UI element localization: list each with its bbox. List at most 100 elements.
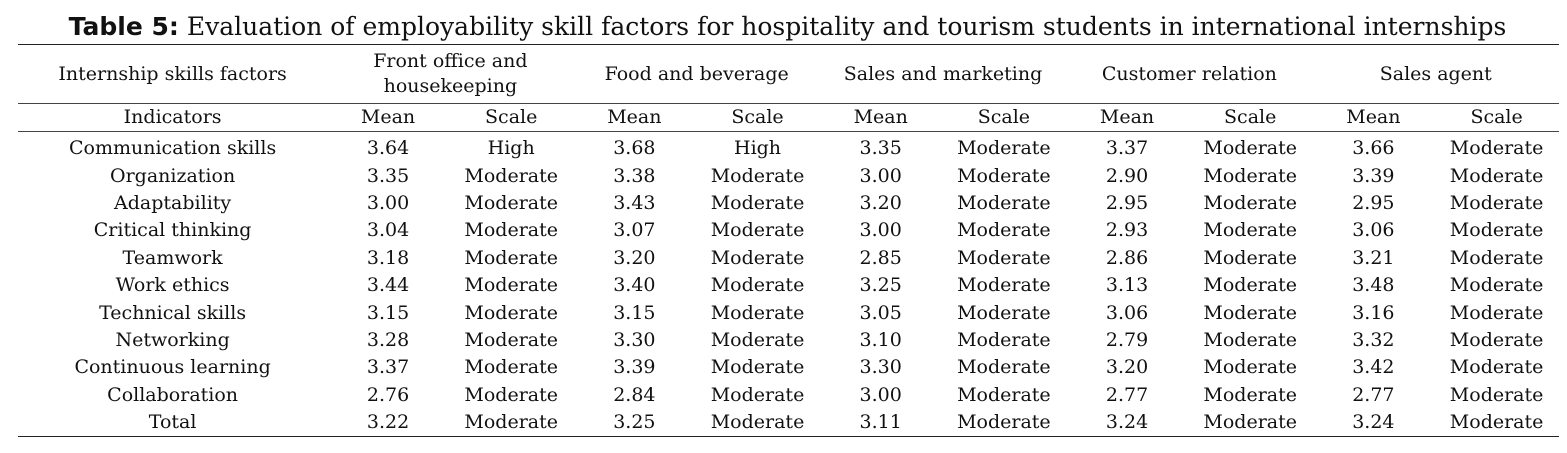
mean-cell: 3.64 (366, 137, 410, 160)
mean-cell: 3.00 (366, 191, 410, 214)
scale-cell: Moderate (710, 328, 805, 351)
scale-cell: Moderate (1187, 408, 1313, 438)
mean-cell: 3.10 (859, 328, 902, 351)
header-group-sales-marketing: Sales and marketing (819, 44, 1067, 104)
header-group-row: Internship skills factors Front office a… (18, 44, 1559, 104)
mean-cell: 2.76 (366, 383, 410, 406)
scale-cell: Moderate (957, 191, 1051, 214)
mean-cell: 3.24 (1066, 408, 1188, 438)
mean-cell: 3.15 (613, 301, 656, 324)
table-row: Total 3.22 Moderate 3.25 Moderate 3.11 Moderat… (18, 408, 1559, 438)
scale-cell: Moderate (710, 164, 805, 187)
mean-cell: 3.38 (613, 164, 656, 187)
mean-cell: 3.06 (1352, 219, 1395, 242)
scale-cell: Moderate (1449, 383, 1544, 406)
header-scale-label: Scale (941, 103, 1067, 132)
header-mean-label: Mean (1312, 103, 1435, 132)
scale-cell: Moderate (1449, 301, 1544, 324)
mean-cell: 3.07 (613, 219, 656, 242)
mean-cell: 3.05 (859, 301, 902, 324)
scale-cell: Moderate (957, 328, 1051, 351)
mean-cell: 3.20 (1105, 356, 1149, 379)
header-scale-label: Scale (695, 103, 820, 132)
mean-cell: 3.37 (366, 356, 410, 379)
mean-cell: 3.24 (1312, 408, 1435, 438)
employability-skills-table: Internship skills factors Front office a… (18, 44, 1559, 438)
mean-cell: 3.00 (859, 219, 902, 242)
indicator-cell: Adaptability (114, 191, 232, 214)
mean-cell: 3.25 (859, 274, 902, 297)
mean-cell: 3.30 (859, 356, 902, 379)
mean-cell: 3.25 (573, 408, 696, 438)
mean-cell: 3.11 (819, 408, 942, 438)
header-scale-label: Scale (448, 103, 574, 132)
table-row: Teamwork 3.18 Moderate 3.20 Moderate 2.85 Mode… (18, 245, 1559, 272)
scale-cell: Moderate (464, 219, 558, 242)
header-mean-label: Mean (327, 103, 449, 132)
table-row: Work ethics 3.44 Moderate 3.40 Moderate 3.25 M… (18, 272, 1559, 299)
mean-cell: 2.86 (1105, 246, 1149, 269)
mean-cell: 3.44 (366, 274, 410, 297)
scale-cell: Moderate (957, 137, 1051, 160)
scale-cell: Moderate (1203, 383, 1297, 406)
mean-cell: 2.90 (1105, 164, 1149, 187)
header-factor-label: Internship skills factors (18, 44, 328, 104)
scale-cell: Moderate (464, 383, 558, 406)
mean-cell: 3.43 (613, 191, 656, 214)
mean-cell: 3.00 (859, 383, 902, 406)
mean-cell: 3.04 (366, 219, 410, 242)
mean-cell: 3.39 (613, 356, 656, 379)
mean-cell: 3.20 (613, 246, 656, 269)
indicator-cell: Collaboration (107, 383, 239, 406)
scale-cell: Moderate (941, 408, 1067, 438)
scale-cell: Moderate (957, 301, 1051, 324)
mean-cell: 2.84 (613, 383, 656, 406)
scale-cell: Moderate (710, 383, 805, 406)
header-sub-row: Indicators Mean Scale Mean Scale Mean Sc… (18, 103, 1559, 132)
header-group-front-office: Front office and housekeeping (327, 44, 574, 104)
scale-cell: Moderate (957, 219, 1051, 242)
header-group-customer-relation: Customer relation (1066, 44, 1313, 104)
mean-cell: 2.79 (1105, 328, 1149, 351)
scale-cell: High (734, 137, 782, 160)
mean-cell: 3.39 (1352, 164, 1395, 187)
scale-cell: Moderate (710, 301, 805, 324)
scale-cell: Moderate (957, 164, 1051, 187)
table-row: Adaptability 3.00 Moderate 3.43 Moderate 3.20… (18, 190, 1559, 217)
header-group-sales-agent: Sales agent (1312, 44, 1559, 104)
table-row: Technical skills 3.15 Moderate 3.15 Moderate… (18, 299, 1559, 326)
scale-cell: Moderate (957, 274, 1051, 297)
mean-cell: 3.06 (1105, 301, 1149, 324)
header-indicators-label: Indicators (18, 103, 328, 132)
scale-cell: Moderate (464, 246, 558, 269)
scale-cell: Moderate (464, 328, 558, 351)
scale-cell: Moderate (464, 191, 558, 214)
table-row: Critical thinking 3.04 Moderate 3.07 Moderat… (18, 217, 1559, 244)
mean-cell: 3.18 (366, 246, 410, 269)
scale-cell: Moderate (1203, 301, 1297, 324)
scale-cell: Moderate (1203, 191, 1297, 214)
scale-cell: Moderate (1203, 246, 1297, 269)
scale-cell: Moderate (448, 408, 574, 438)
scale-cell: Moderate (1203, 137, 1297, 160)
scale-cell: High (487, 137, 535, 160)
header-group-food-beverage: Food and beverage (573, 44, 820, 104)
mean-cell: 3.28 (366, 328, 410, 351)
mean-cell: 3.13 (1105, 274, 1149, 297)
scale-cell: Moderate (1203, 164, 1297, 187)
mean-cell: 2.85 (859, 246, 902, 269)
mean-cell: 3.48 (1352, 274, 1395, 297)
table-caption-text: Evaluation of employability skill factor… (178, 12, 1507, 41)
mean-cell: 3.30 (613, 328, 656, 351)
indicator-cell: Critical thinking (93, 219, 252, 242)
scale-cell: Moderate (957, 383, 1051, 406)
scale-cell: Moderate (1449, 191, 1544, 214)
table-body: Communication skills 3.64 High 3.68 High 3.35… (18, 132, 1559, 438)
scale-cell: Moderate (464, 301, 558, 324)
table-number-label: Table 5: (68, 12, 179, 41)
table-row: Collaboration 2.76 Moderate 2.84 Moderate 3.0… (18, 382, 1559, 409)
header-scale-label: Scale (1187, 103, 1313, 132)
header-mean-label: Mean (1066, 103, 1188, 132)
scale-cell: Moderate (1449, 219, 1544, 242)
scale-cell: Moderate (464, 356, 558, 379)
